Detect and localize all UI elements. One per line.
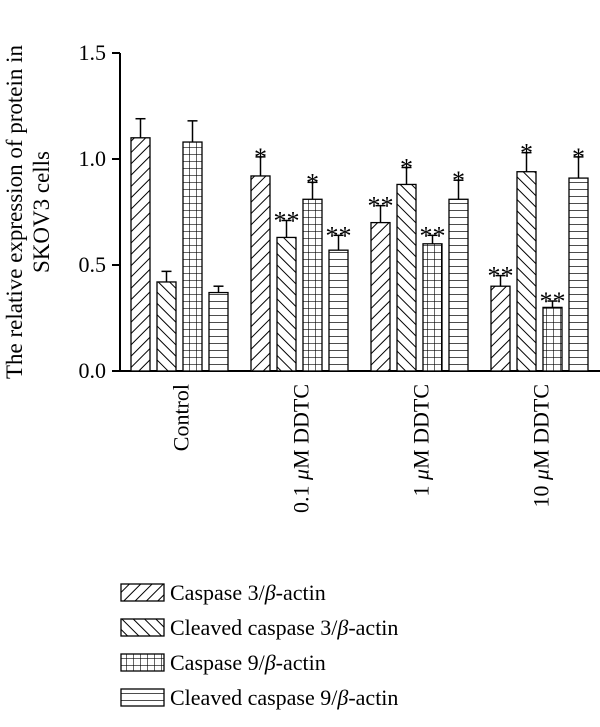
significance-mark: * [400,153,413,182]
y-tick-label: 0.5 [79,252,107,277]
legend-label: Caspase 3/β-actin [170,580,326,605]
legend-swatch [120,688,165,707]
y-axis-title-line-2: SKOV3 cells [29,151,54,273]
significance-mark: * [520,139,533,168]
bar [328,249,349,372]
bar [542,306,563,372]
y-tick-label: 0.0 [79,358,107,383]
bar [276,236,297,372]
significance-mark: ** [326,221,352,250]
y-tick-label: 1.0 [79,146,107,171]
bar [490,285,511,372]
legend-label: Cleaved caspase 3/β-actin [170,615,398,640]
bar [250,175,271,372]
x-category-label: 1 μM DDTC [409,384,434,497]
bar [516,171,537,372]
bar [396,183,417,372]
x-category-label: 10 μM DDTC [529,384,554,508]
bar [208,291,229,372]
legend-swatch [120,583,165,602]
significance-mark: * [306,168,319,197]
legend-swatch [120,618,165,637]
x-category-label: Control [169,384,194,451]
significance-mark: ** [368,192,394,221]
bar [302,198,323,372]
legend-swatch [120,653,165,672]
bar [422,243,443,372]
significance-mark: ** [540,287,566,316]
y-tick-label: 1.5 [79,40,107,65]
y-axis-title-line-1: The relative expression of protein in [2,44,27,379]
significance-mark: * [572,143,585,172]
significance-mark: ** [274,206,300,235]
legend-label: Cleaved caspase 9/β-actin [170,685,398,710]
bar [448,198,469,372]
bar [156,281,177,372]
significance-mark: * [254,143,267,172]
bar [130,137,151,372]
bar [370,221,391,372]
significance-mark: * [452,166,465,195]
significance-mark: ** [420,221,446,250]
legend-label: Caspase 9/β-actin [170,650,326,675]
significance-mark: ** [488,262,514,291]
bar [182,141,203,372]
bar [568,177,589,372]
x-category-label: 0.1 μM DDTC [289,384,314,513]
